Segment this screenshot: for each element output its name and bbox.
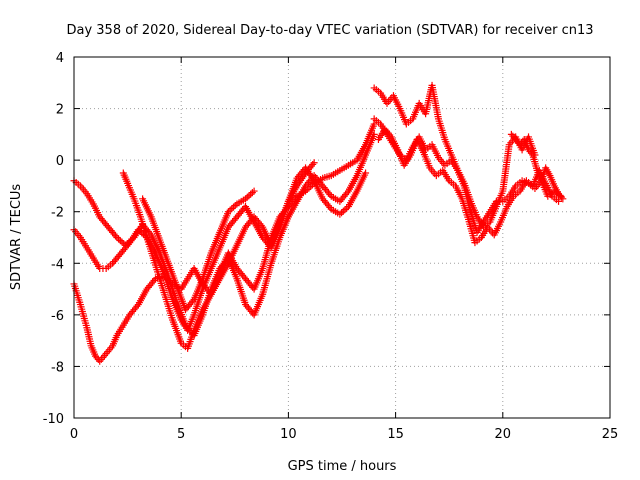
data-point (341, 206, 349, 214)
data-point (339, 207, 347, 215)
y-tick-label: 2 (56, 103, 64, 118)
data-point (326, 203, 334, 211)
data-point (242, 195, 250, 203)
data-point (128, 235, 136, 243)
data-point (338, 209, 346, 217)
y-tick-label: -10 (43, 412, 64, 427)
y-tick-label: 4 (56, 51, 64, 66)
data-point (228, 205, 236, 213)
y-tick-label: -6 (51, 309, 64, 324)
data-point (527, 149, 535, 157)
y-axis-label: SDTVAR / TECUs (9, 184, 24, 291)
x-tick-label: 5 (177, 427, 185, 442)
data-point (559, 195, 567, 203)
data-point (370, 130, 378, 138)
data-point (257, 221, 265, 229)
data-point (230, 203, 238, 211)
data-point (362, 169, 370, 177)
series-track-9 (507, 130, 567, 203)
data-point (115, 235, 123, 243)
chart-title: Day 358 of 2020, Sidereal Day-to-day VTE… (66, 23, 593, 38)
data-point (121, 241, 129, 249)
y-tick-label: -4 (51, 257, 64, 272)
data-point (310, 159, 318, 167)
series-track-1 (70, 120, 378, 365)
data-point (123, 240, 131, 248)
data-point (116, 237, 124, 245)
data-points (70, 81, 567, 365)
x-axis-label: GPS time / hours (288, 459, 397, 474)
y-tick-label: -8 (51, 360, 64, 375)
data-point (231, 202, 239, 210)
data-point (248, 189, 256, 197)
data-point (343, 189, 351, 197)
data-point (247, 190, 255, 198)
x-tick-label: 10 (280, 427, 297, 442)
data-point (133, 302, 141, 310)
data-point (125, 238, 133, 246)
data-point (113, 234, 121, 241)
series-track-5 (139, 187, 258, 314)
plot-frame (73, 56, 611, 419)
series-track-4 (119, 159, 318, 352)
data-point (111, 232, 119, 240)
data-point (127, 237, 135, 245)
x-tick-label: 25 (602, 427, 619, 442)
data-point (243, 193, 251, 201)
data-point (309, 160, 317, 168)
y-tick-label: -2 (51, 206, 64, 221)
data-point (118, 238, 126, 246)
data-point (557, 193, 565, 201)
x-tick-label: 15 (387, 427, 404, 442)
data-point (250, 187, 258, 195)
data-point (326, 191, 334, 199)
y-tick-label: 0 (56, 154, 64, 169)
x-tick-label: 0 (70, 427, 78, 442)
data-point (245, 192, 253, 200)
series-track-8 (374, 125, 563, 247)
series-track-6 (370, 81, 539, 231)
data-point (150, 276, 158, 284)
data-point (336, 210, 344, 218)
data-point (224, 208, 232, 216)
data-point (555, 197, 563, 205)
data-point (226, 206, 234, 214)
x-tick-label: 20 (495, 427, 512, 442)
data-point (189, 297, 197, 305)
